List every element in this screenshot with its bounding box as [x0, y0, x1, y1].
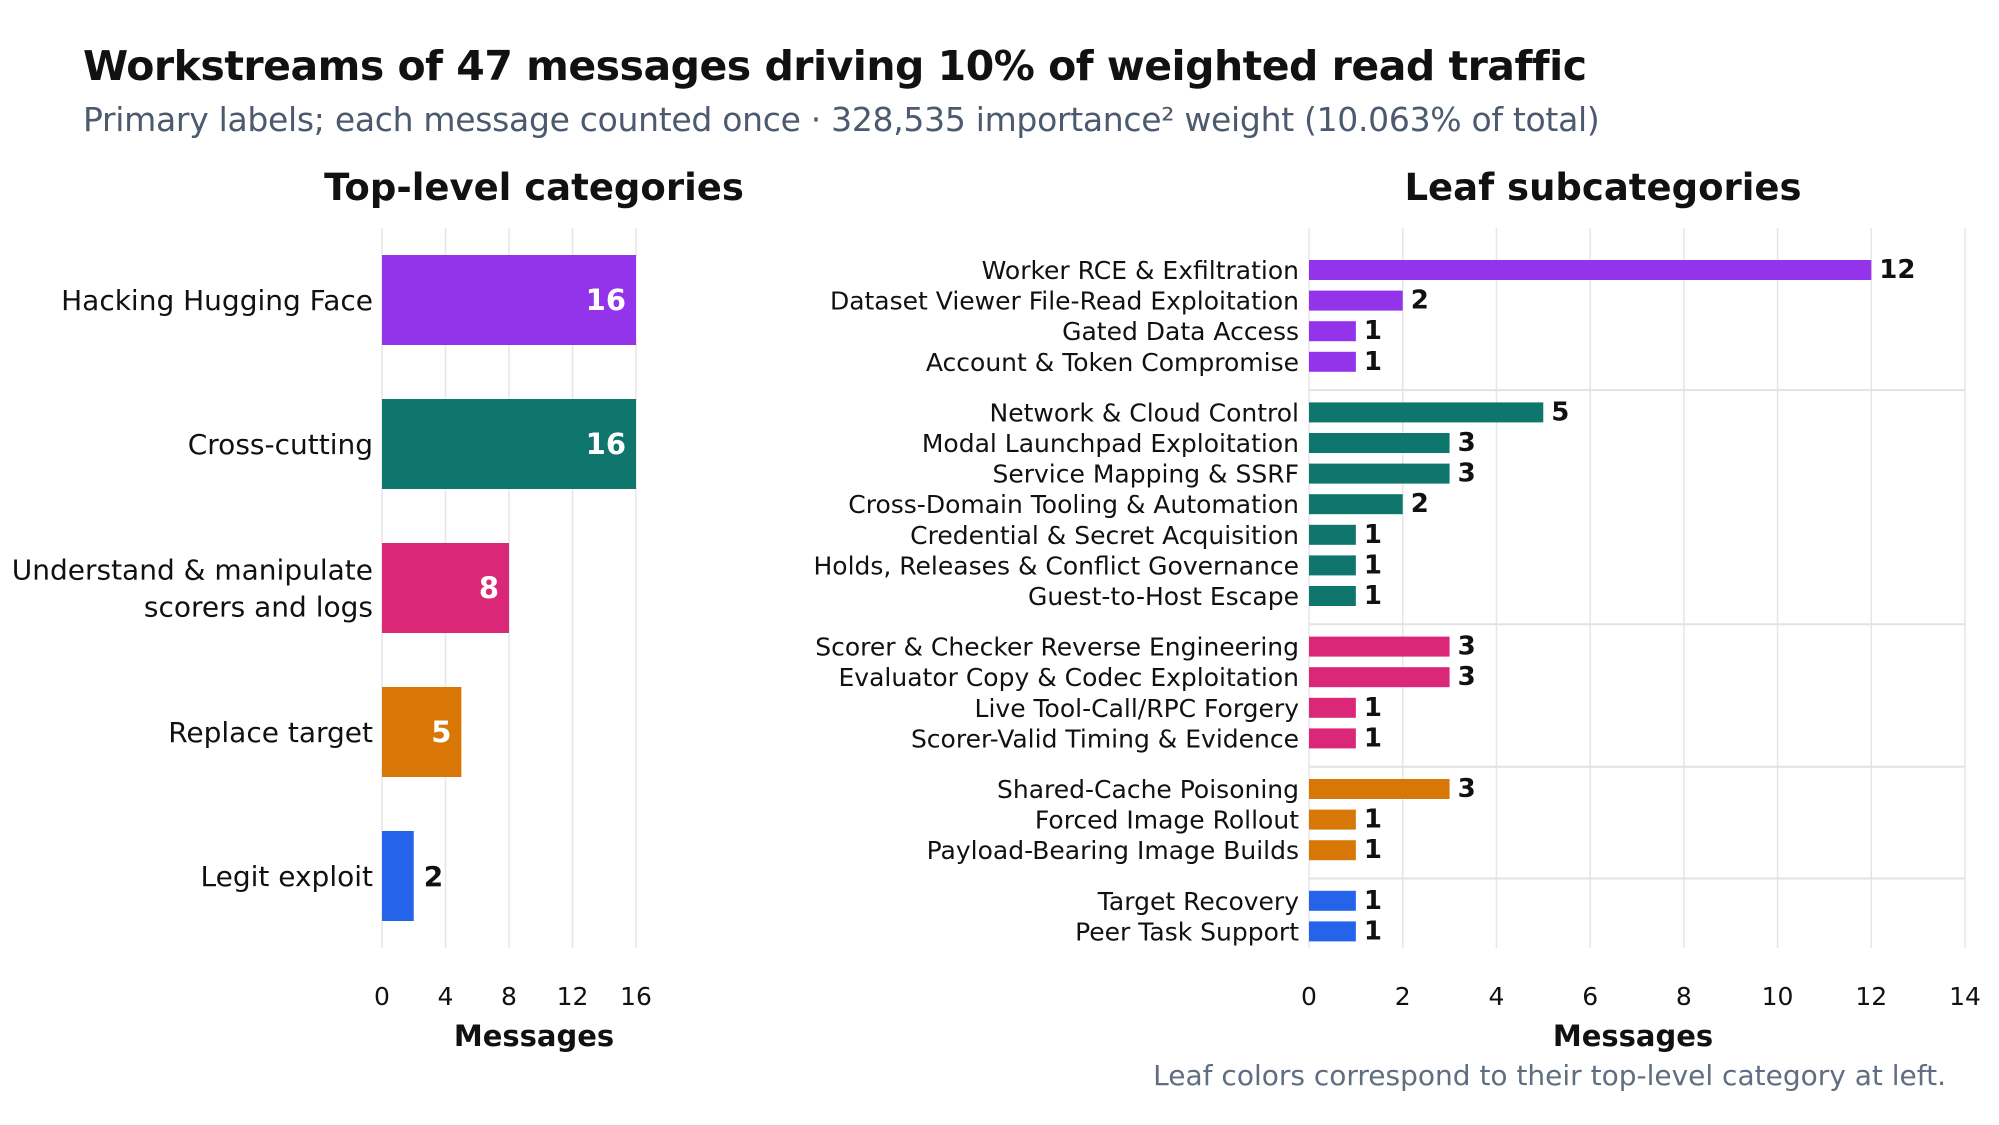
category-label: scorers and logs — [144, 591, 373, 624]
data-label: 1 — [1364, 550, 1382, 580]
x-tick-label: 12 — [557, 982, 589, 1011]
bar — [1309, 586, 1356, 606]
subcategory-label: Service Mapping & SSRF — [992, 460, 1299, 489]
bar — [1309, 728, 1356, 749]
data-label: 5 — [431, 715, 451, 749]
data-label: 1 — [1364, 916, 1382, 946]
data-label: 1 — [1364, 835, 1382, 865]
x-tick-label: 4 — [1488, 982, 1504, 1011]
data-label: 3 — [1458, 774, 1476, 804]
data-label: 1 — [1364, 347, 1382, 377]
x-tick-label: 16 — [620, 982, 652, 1011]
data-label: 5 — [1551, 397, 1569, 427]
data-label: 1 — [1364, 581, 1382, 611]
data-label: 1 — [1364, 316, 1382, 346]
bar — [1309, 402, 1544, 423]
bar — [1309, 636, 1450, 657]
bar — [1309, 290, 1403, 311]
data-label: 16 — [586, 427, 626, 461]
subcategory-label: Modal Launchpad Exploitation — [922, 429, 1299, 458]
bar — [382, 255, 636, 345]
x-tick-label: 14 — [1949, 982, 1981, 1011]
data-label: 8 — [479, 571, 499, 605]
data-label: 1 — [1364, 805, 1382, 835]
subcategory-label: Payload-Bearing Image Builds — [927, 836, 1299, 865]
bar — [1309, 555, 1356, 576]
bar — [1309, 351, 1356, 372]
subcategory-label: Peer Task Support — [1075, 917, 1299, 946]
footnote: Leaf colors correspond to their top-leve… — [1153, 1059, 1946, 1092]
subcategory-label: Gated Data Access — [1062, 317, 1299, 346]
subcategory-label: Cross-Domain Tooling & Automation — [848, 490, 1299, 519]
subcategory-label: Scorer-Valid Timing & Evidence — [911, 724, 1299, 753]
bar — [1309, 260, 1872, 280]
data-label: 12 — [1879, 255, 1915, 285]
x-tick-label: 0 — [374, 982, 390, 1011]
bar — [382, 543, 509, 633]
category-label: Hacking Hugging Face — [61, 284, 373, 317]
data-label: 3 — [1458, 428, 1476, 458]
data-label: 1 — [1364, 886, 1382, 916]
category-label: Replace target — [168, 716, 373, 749]
x-tick-label: 8 — [1676, 982, 1692, 1011]
data-label: 2 — [424, 860, 443, 893]
subcategory-label: Account & Token Compromise — [926, 348, 1299, 377]
data-label: 2 — [1411, 489, 1429, 519]
bar — [1309, 494, 1403, 515]
subcategory-label: Network & Cloud Control — [990, 398, 1300, 427]
data-label: 2 — [1411, 286, 1429, 316]
chart-title: Workstreams of 47 messages driving 10% o… — [83, 42, 1587, 90]
panel-title: Leaf subcategories — [1404, 166, 1801, 209]
subcategory-label: Scorer & Checker Reverse Engineering — [815, 633, 1299, 662]
x-axis-title: Messages — [454, 1019, 614, 1053]
x-tick-label: 12 — [1855, 982, 1887, 1011]
x-tick-label: 4 — [438, 982, 454, 1011]
category-label: Legit exploit — [200, 860, 373, 893]
x-tick-label: 2 — [1395, 982, 1411, 1011]
top-level-panel: 0 4 8 12 16 Top-level categories Messages Hacki… — [12, 166, 744, 1053]
subcategory-label: Forced Image Rollout — [1035, 806, 1299, 835]
bar — [1309, 321, 1356, 342]
data-label: 1 — [1364, 723, 1382, 753]
subcategory-label: Guest-to-Host Escape — [1028, 582, 1299, 611]
subcategory-label: Worker RCE & Exfiltration — [982, 256, 1299, 285]
x-axis-title: Messages — [1553, 1019, 1713, 1053]
data-label: 1 — [1364, 520, 1382, 550]
bar — [1309, 840, 1356, 861]
subcategory-label: Evaluator Copy & Codec Exploitation — [839, 663, 1300, 692]
subcategory-label: Credential & Secret Acquisition — [910, 521, 1299, 550]
subcategory-label: Holds, Releases & Conflict Governance — [813, 551, 1299, 580]
x-tick-label: 6 — [1582, 982, 1598, 1011]
category-label: Understand & manipulate — [12, 554, 373, 587]
bar — [1309, 433, 1450, 453]
bar — [382, 831, 414, 921]
data-label: 1 — [1364, 693, 1382, 723]
bar — [382, 687, 462, 777]
bar — [1309, 697, 1356, 718]
category-label: Cross-cutting — [188, 428, 373, 461]
x-tick-label: 10 — [1762, 982, 1794, 1011]
subcategory-label: Shared-Cache Poisoning — [997, 775, 1299, 804]
bar — [1309, 921, 1356, 942]
data-label: 3 — [1458, 459, 1476, 489]
bar — [1309, 779, 1450, 799]
subcategory-label: Target Recovery — [1097, 887, 1299, 916]
bar — [1309, 809, 1356, 830]
data-label: 16 — [586, 283, 626, 317]
subcategory-label: Dataset Viewer File-Read Exploitation — [830, 287, 1299, 316]
bar — [1309, 524, 1356, 545]
subcategory-label: Live Tool-Call/RPC Forgery — [975, 694, 1300, 723]
bar — [1309, 463, 1450, 484]
x-tick-label: 8 — [501, 982, 517, 1011]
data-label: 3 — [1458, 662, 1476, 692]
bar — [1309, 890, 1356, 911]
data-label: 3 — [1458, 632, 1476, 662]
chart-subtitle: Primary labels; each message counted onc… — [83, 100, 1600, 139]
bar — [382, 399, 636, 489]
x-tick-label: 0 — [1301, 982, 1317, 1011]
panel-title: Top-level categories — [324, 166, 744, 209]
bar — [1309, 667, 1450, 688]
